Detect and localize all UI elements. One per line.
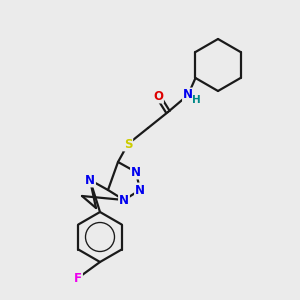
Text: F: F — [74, 272, 82, 284]
Text: S: S — [124, 137, 132, 151]
Text: N: N — [131, 166, 141, 178]
Text: N: N — [85, 173, 95, 187]
Text: O: O — [153, 89, 163, 103]
Text: N: N — [119, 194, 129, 206]
Text: N: N — [135, 184, 145, 196]
Text: N: N — [183, 88, 193, 101]
Text: H: H — [192, 95, 200, 105]
